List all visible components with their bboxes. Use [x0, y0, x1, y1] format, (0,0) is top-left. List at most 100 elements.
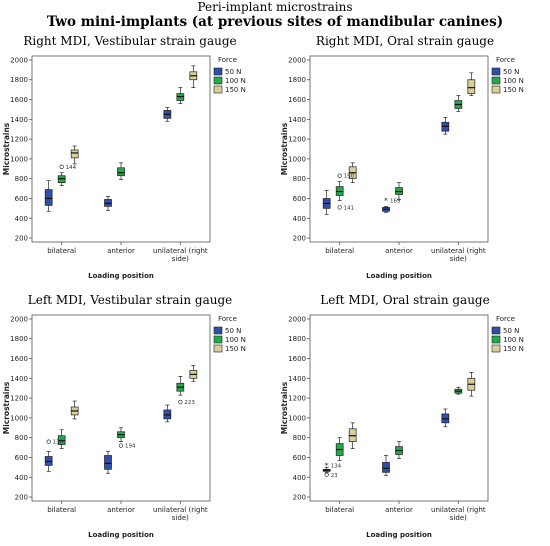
chart-title-right-vestibular: Right MDI, Vestibular strain gauge	[23, 34, 237, 48]
y-tick-label: 1400	[10, 116, 28, 124]
y-tick-label: 600	[15, 195, 28, 203]
outlier-label: 223	[184, 400, 195, 406]
chart-title-right-oral: Right MDI, Oral strain gauge	[315, 34, 495, 48]
y-tick-label: 400	[15, 215, 28, 223]
legend-swatch	[213, 344, 223, 353]
legend-title: Force	[218, 315, 237, 323]
chart-title-left-oral: Left MDI, Oral strain gauge	[320, 293, 490, 307]
outlier-marker	[324, 472, 329, 477]
legend-entry: 100 N	[503, 77, 524, 85]
legend-swatch	[213, 85, 223, 94]
y-tick-label: 600	[293, 195, 306, 203]
legend-title: Force	[496, 56, 515, 64]
legend-swatch	[491, 85, 501, 94]
x-tick-label: bilateral	[325, 506, 354, 514]
y-tick-label: 2000	[10, 315, 28, 323]
y-tick-label: 1000	[10, 414, 28, 422]
x-tick-label: anterior	[107, 247, 135, 255]
box-plot-right-oral: 200 400 600 800 1000 1200 1400 1600 1800 2000 bila…	[280, 55, 524, 280]
plot-area	[31, 55, 211, 243]
y-tick-label: 800	[15, 434, 28, 442]
box-50n	[44, 189, 53, 206]
y-tick-label: 1600	[10, 355, 28, 363]
x-tick-label: anterior	[107, 506, 135, 514]
y-axis-label: Microstrains	[2, 381, 11, 434]
y-tick-label: 1200	[10, 136, 28, 144]
x-tick-label: bilateral	[47, 247, 76, 255]
figure-subtitle: Two mini-implants (at previous sites of …	[46, 14, 504, 30]
y-axis-label: Microstrains	[280, 381, 289, 434]
legend-entry: 100 N	[225, 336, 246, 344]
y-tick-label: 200	[293, 494, 306, 502]
box-100n	[117, 167, 125, 177]
y-tick-label: 200	[15, 235, 28, 243]
y-tick-label: 400	[293, 474, 306, 482]
outlier-label: 130	[53, 440, 64, 446]
legend-swatch	[491, 326, 501, 335]
y-tick-label: 1600	[288, 96, 306, 104]
figure-title: Peri-implant microstrains	[197, 0, 353, 14]
chart-title-left-vestibular: Left MDI, Vestibular strain gauge	[27, 293, 233, 307]
legend-entry: 150 N	[225, 345, 246, 353]
legend-entry: 50 N	[503, 68, 519, 76]
y-tick-label: 2000	[288, 56, 306, 64]
y-tick-label: 1400	[10, 375, 28, 383]
outlier-marker	[178, 399, 183, 405]
x-axis-label: Loading position	[88, 272, 154, 280]
outlier-marker	[59, 164, 64, 169]
y-tick-label: 600	[293, 454, 306, 462]
legend-swatch	[213, 326, 223, 335]
outlier-extreme-marker: *	[325, 461, 329, 470]
outlier-marker	[46, 439, 51, 444]
outlier-label: 144	[66, 165, 77, 171]
y-tick-label: 1800	[288, 76, 306, 84]
y-tick-label: 1000	[10, 155, 28, 163]
outlier-label: 194	[125, 444, 136, 450]
x-axis-label: Loading position	[366, 272, 432, 280]
legend-entry: 50 N	[225, 68, 241, 76]
x-tick-label: bilateral	[47, 506, 76, 514]
outlier-marker	[337, 173, 342, 178]
y-tick-label: 1400	[288, 375, 306, 383]
y-tick-label: 2000	[10, 56, 28, 64]
legend-swatch	[491, 76, 501, 85]
box-50n	[104, 455, 112, 470]
y-tick-label: 1600	[10, 96, 28, 104]
legend-swatch	[213, 335, 223, 344]
y-tick-label: 400	[293, 215, 306, 223]
y-tick-label: 1600	[288, 355, 306, 363]
y-tick-label: 600	[15, 454, 28, 462]
outlier-label: 169	[390, 198, 401, 204]
legend-swatch	[213, 67, 223, 76]
y-tick-label: 1200	[288, 395, 306, 403]
legend-swatch	[491, 67, 501, 76]
legend-entry: 150 N	[503, 86, 524, 94]
y-tick-label: 1400	[288, 116, 306, 124]
y-tick-label: 1200	[288, 136, 306, 144]
y-tick-label: 1200	[10, 395, 28, 403]
legend-title: Force	[218, 56, 237, 64]
x-axis-label: Loading position	[366, 531, 432, 539]
x-tick-label: anterior	[385, 506, 413, 514]
y-tick-label: 1800	[288, 335, 306, 343]
outlier-extreme-marker: *	[384, 196, 388, 205]
plot-area	[309, 55, 489, 243]
box-150n	[467, 79, 476, 94]
box-50n	[382, 462, 390, 473]
outlier-marker	[118, 443, 124, 448]
legend-entry: 50 N	[503, 327, 519, 335]
box-plot-right-vestibular: 200 400 600 800 1000 1200 1400 1600 1800 2000 bila…	[2, 55, 246, 280]
y-axis-label: Microstrains	[2, 122, 11, 175]
y-tick-label: 1800	[10, 76, 28, 84]
y-tick-label: 200	[293, 235, 306, 243]
x-tick-label: unilateral (right side)	[431, 247, 486, 263]
legend-swatch	[213, 76, 223, 85]
y-tick-label: 1800	[10, 335, 28, 343]
outlier-label: 134	[331, 463, 342, 469]
outlier-marker	[337, 205, 342, 210]
y-axis-label: Microstrains	[280, 122, 289, 175]
plot-area	[31, 314, 211, 502]
legend-entry: 100 N	[503, 336, 524, 344]
legend-swatch	[491, 344, 501, 353]
legend-entry: 100 N	[225, 77, 246, 85]
